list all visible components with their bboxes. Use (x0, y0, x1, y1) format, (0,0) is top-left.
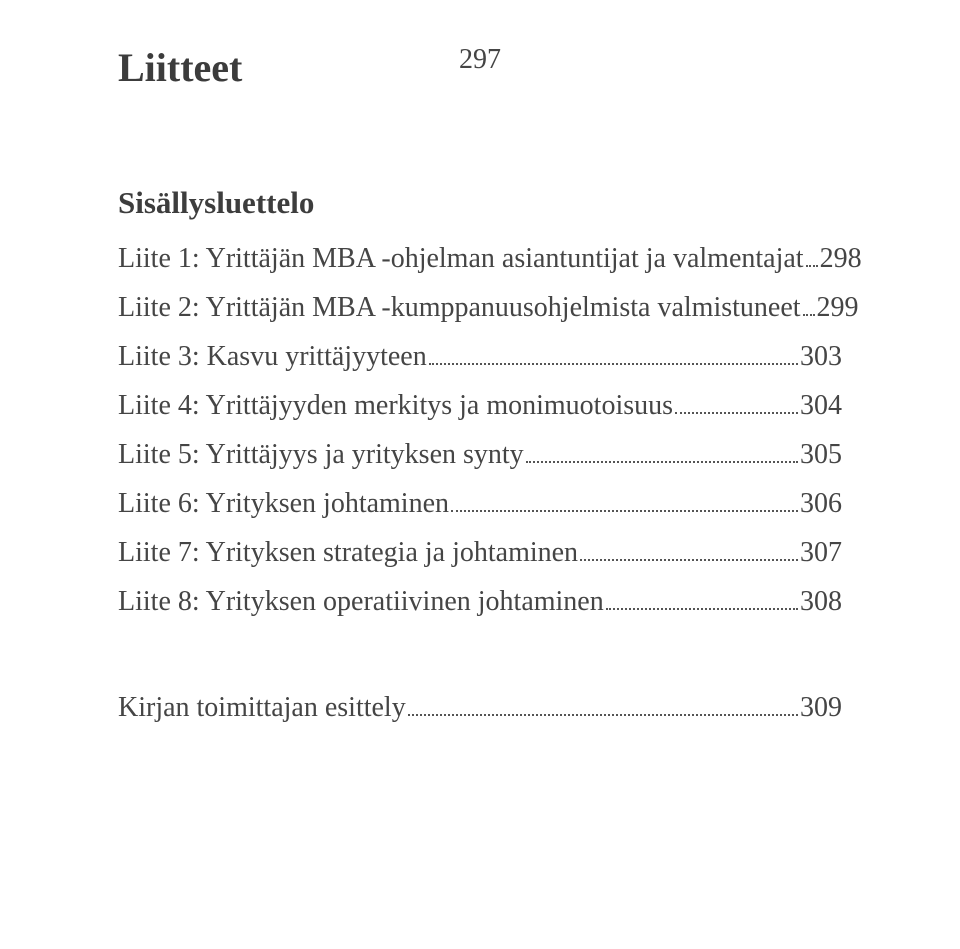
page: 297 Liitteet Sisällysluettelo Liite 1: Y… (0, 0, 960, 949)
toc-label: Liite 4: Yrittäjyyden merkitys ja monimu… (118, 392, 673, 420)
toc-item: Liite 7: Yrityksen strategia ja johtamin… (118, 539, 842, 567)
toc-page: 304 (800, 392, 842, 420)
toc-label: Kirjan toimittajan esittely (118, 694, 406, 722)
toc-label: Liite 6: Yrityksen johtaminen (118, 490, 449, 518)
toc-item: Liite 6: Yrityksen johtaminen 306 (118, 490, 842, 518)
toc-item-final: Kirjan toimittajan esittely 309 (118, 694, 842, 722)
toc-page: 298 (820, 245, 862, 273)
leader-dots (675, 412, 798, 414)
toc-list: Liite 1: Yrittäjän MBA -ohjelman asiantu… (118, 245, 842, 722)
leader-dots (429, 363, 798, 365)
leader-dots (451, 510, 798, 512)
toc-page: 309 (800, 694, 842, 722)
toc-item: Liite 4: Yrittäjyyden merkitys ja monimu… (118, 392, 842, 420)
toc-page: 303 (800, 343, 842, 371)
toc-page: 307 (800, 539, 842, 567)
page-number: 297 (0, 44, 960, 76)
leader-dots (606, 608, 798, 610)
leader-dots (806, 265, 818, 267)
toc-item: Liite 1: Yrittäjän MBA -ohjelman asiantu… (118, 245, 842, 273)
toc-label: Liite 7: Yrityksen strategia ja johtamin… (118, 539, 578, 567)
toc-label: Liite 1: Yrittäjän MBA -ohjelman asiantu… (118, 245, 804, 273)
leader-dots (580, 559, 798, 561)
toc-label: Liite 2: Yrittäjän MBA -kumppanuusohjelm… (118, 294, 801, 322)
toc-item: Liite 3: Kasvu yrittäjyyteen 303 (118, 343, 842, 371)
toc-item: Liite 2: Yrittäjän MBA -kumppanuusohjelm… (118, 294, 842, 322)
toc-item: Liite 8: Yrityksen operatiivinen johtami… (118, 588, 842, 616)
leader-dots (803, 314, 815, 316)
toc-label: Liite 5: Yrittäjyys ja yrityksen synty (118, 441, 524, 469)
subsection-title: Sisällysluettelo (118, 185, 842, 221)
toc-page: 308 (800, 588, 842, 616)
toc-page: 299 (817, 294, 859, 322)
leader-dots (408, 714, 798, 716)
leader-dots (526, 461, 798, 463)
toc-label: Liite 8: Yrityksen operatiivinen johtami… (118, 588, 604, 616)
toc-label: Liite 3: Kasvu yrittäjyyteen (118, 343, 427, 371)
toc-page: 305 (800, 441, 842, 469)
toc-page: 306 (800, 490, 842, 518)
toc-item: Liite 5: Yrittäjyys ja yrityksen synty 3… (118, 441, 842, 469)
